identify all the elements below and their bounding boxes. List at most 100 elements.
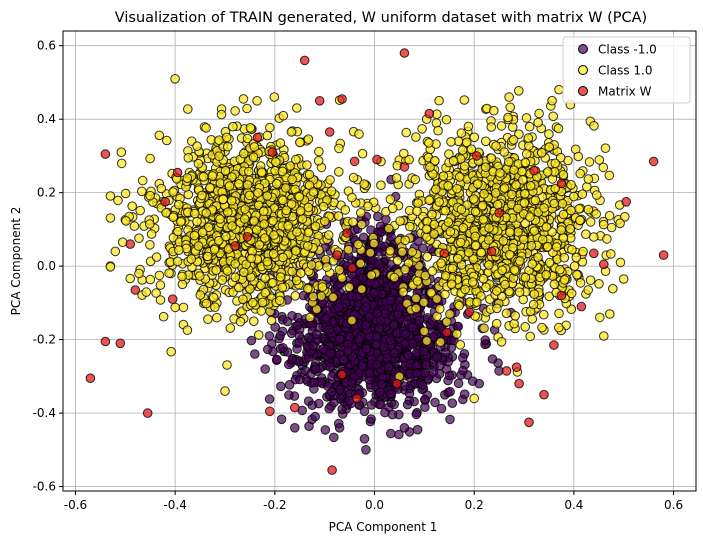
point-class-1-0: [542, 167, 553, 177]
point-class-1-0: [469, 393, 480, 404]
point-matrix-w: [549, 340, 559, 350]
point-class-1-0: [198, 172, 209, 182]
point-class-1-0: [346, 378, 357, 388]
point-matrix-w: [327, 465, 337, 475]
point-class-1-0: [501, 308, 512, 319]
point-class-1-0: [554, 308, 564, 319]
point-class-1-0: [195, 290, 206, 300]
point-class-1-0: [569, 191, 579, 202]
point-class-1-0: [430, 397, 440, 408]
point-class-1-0: [246, 253, 256, 264]
point-class-1-0: [585, 217, 596, 227]
point-class-1-0: [358, 273, 368, 283]
point-class-1-0: [465, 213, 475, 224]
point-class-1-0: [525, 331, 536, 342]
point-class-1-0: [551, 242, 562, 252]
point-class-1-0: [549, 198, 560, 209]
point-matrix-w: [539, 389, 549, 400]
x-tick-label: 0.2: [465, 498, 484, 512]
point-class-1-0: [481, 136, 491, 147]
point-class-1-0: [412, 424, 423, 435]
point-class-1-0: [281, 183, 291, 193]
point-class-1-0: [284, 380, 295, 390]
point-class-1-0: [389, 272, 400, 283]
point-class-1-0: [326, 186, 337, 196]
point-class-1-0: [230, 272, 241, 283]
point-class-1-0: [250, 349, 260, 359]
point-matrix-w: [514, 378, 524, 389]
point-class-1-0: [373, 259, 384, 269]
point-class-1-0: [202, 251, 213, 262]
legend-label-class-neg1: Class -1.0: [598, 43, 657, 57]
point-class-1-0: [470, 231, 481, 242]
point-class-1-0: [608, 283, 618, 294]
point-class-1-0: [151, 288, 161, 298]
point-class-1-0: [445, 309, 455, 319]
point-matrix-w: [142, 408, 153, 418]
point-class-1-0: [440, 205, 451, 216]
point-class-1-0: [364, 368, 375, 378]
point-class-1-0: [234, 282, 244, 293]
point-class-1-0: [291, 246, 301, 256]
point-class-1-0: [155, 280, 166, 290]
point-class-1-0: [201, 208, 212, 218]
point-class-1-0: [322, 262, 332, 272]
point-class-1-0: [492, 286, 502, 296]
point-class-1-0: [536, 148, 547, 158]
point-class-1-0: [214, 135, 224, 145]
point-class-1-0: [534, 108, 544, 119]
point-class-1-0: [134, 268, 144, 279]
point-class-1-0: [197, 190, 207, 201]
point-class-1-0: [305, 312, 315, 323]
point-class-1-0: [170, 74, 180, 84]
point-class-1-0: [145, 240, 155, 250]
point-class-1-0: [598, 219, 609, 230]
point-class-1-0: [411, 303, 421, 314]
point-class-1-0: [146, 229, 157, 239]
point-class-1-0: [303, 202, 314, 213]
point-class-1-0: [412, 206, 422, 216]
point-class-1-0: [155, 295, 166, 305]
plot-area-points: [85, 48, 669, 475]
point-class-1-0: [454, 300, 465, 311]
point-class-1-0: [550, 158, 561, 169]
point-class-1-0: [253, 188, 263, 198]
point-matrix-w: [352, 393, 362, 404]
point-class-1-0: [333, 211, 344, 221]
point-class-1-0: [162, 135, 172, 146]
point-class-1-0: [452, 183, 462, 194]
point-class-1-0: [554, 322, 564, 333]
point-class-1-0: [457, 145, 468, 155]
point-class-1-0: [521, 113, 532, 123]
point-matrix-w: [100, 149, 111, 159]
point-class-1-0: [554, 84, 564, 95]
point-class-1-0: [405, 221, 415, 232]
point-class-1-0: [421, 224, 432, 234]
point-class-1-0: [369, 238, 379, 249]
point-class-1-0: [615, 257, 626, 268]
point-class-1-0: [355, 258, 366, 269]
point-class-1-0: [328, 292, 338, 303]
point-class-1-0: [486, 153, 497, 163]
point-class-1-0: [387, 409, 398, 420]
point-class-1-0: [447, 263, 458, 274]
point-class-1-0: [434, 197, 445, 207]
point-class-1-0: [307, 400, 318, 411]
point-class-1-0: [214, 151, 224, 161]
point-class-1-0: [317, 282, 328, 292]
point-class-1-0: [480, 162, 491, 172]
point-class-1-0: [458, 365, 468, 376]
point-class-1-0: [168, 212, 178, 222]
point-class-1-0: [334, 143, 344, 154]
point-class-1-0: [539, 309, 549, 320]
point-class-1-0: [472, 297, 482, 308]
point-class-1-0: [278, 343, 288, 353]
point-matrix-w: [556, 290, 567, 301]
point-class-1-0: [420, 394, 430, 405]
legend: Class -1.0 Class 1.0 Matrix W: [562, 36, 691, 104]
point-class-1-0: [294, 337, 304, 348]
point-class-1-0: [489, 105, 499, 116]
point-class-1-0: [525, 212, 535, 222]
point-class-1-0: [201, 123, 211, 133]
point-class-1-0: [278, 195, 288, 206]
